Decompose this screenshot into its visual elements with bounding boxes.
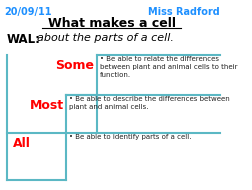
- Text: Miss Radford: Miss Radford: [147, 7, 219, 17]
- Text: • Be able to relate the differences
between plant and animal cells to their
func: • Be able to relate the differences betw…: [100, 56, 237, 78]
- Text: 20/09/11: 20/09/11: [4, 7, 52, 17]
- Text: • Be able to describe the differences between
plant and animal cells.: • Be able to describe the differences be…: [69, 96, 229, 110]
- Text: All: All: [13, 137, 31, 150]
- Text: What makes a cell: What makes a cell: [47, 17, 175, 30]
- Text: about the parts of a cell.: about the parts of a cell.: [37, 33, 173, 43]
- Text: Most: Most: [29, 99, 64, 112]
- Text: • Be able to identify parts of a cell.: • Be able to identify parts of a cell.: [69, 134, 191, 140]
- Text: Some: Some: [55, 59, 93, 72]
- Text: WAL:: WAL:: [7, 33, 41, 46]
